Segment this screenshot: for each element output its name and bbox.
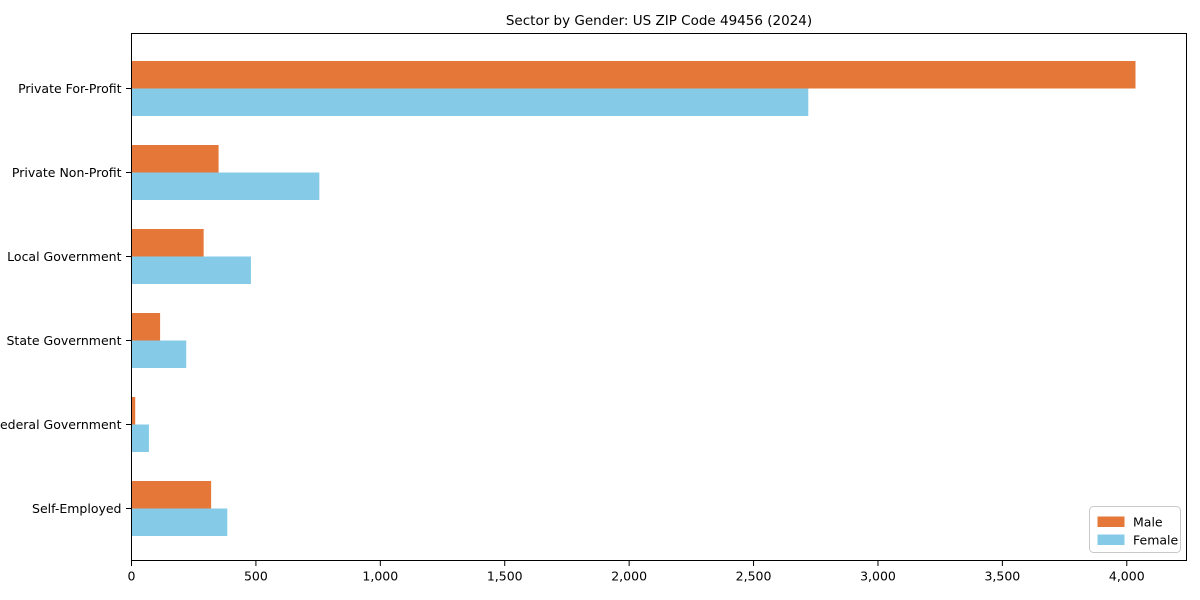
legend-swatch-male — [1097, 516, 1125, 527]
bar-male-federal-government — [131, 397, 136, 425]
bar-female-federal-government — [131, 424, 149, 452]
bar-female-private-for-profit — [131, 88, 809, 116]
x-tick-label: 1,500 — [487, 569, 523, 584]
legend-label-male: Male — [1133, 515, 1163, 530]
bar-male-local-government — [131, 229, 204, 257]
plot-frame — [131, 33, 1187, 561]
y-tick-label-local-government: Local Government — [7, 249, 121, 264]
bar-male-self-employed — [131, 481, 212, 509]
y-tick-label-state-government: State Government — [6, 333, 121, 348]
y-tick-label-private-non-profit: Private Non-Profit — [12, 165, 122, 180]
bar-female-local-government — [131, 256, 251, 284]
y-axis: Private For-Profit Private Non-Profit Loca… — [0, 81, 132, 516]
x-tick-label: 0 — [128, 569, 136, 584]
legend-label-female: Female — [1133, 533, 1179, 548]
bar-female-private-non-profit — [131, 172, 320, 200]
legend: Male Female — [1089, 506, 1181, 553]
x-tick-label: 3,500 — [984, 569, 1020, 584]
bars-group — [131, 61, 1136, 536]
y-tick-label-federal-government: Federal Government — [0, 417, 122, 432]
legend-swatch-female — [1097, 534, 1125, 545]
x-axis: 0 500 1,000 1,500 2,000 2,500 3,000 3,500 4,000 — [128, 560, 1145, 584]
x-tick-label: 500 — [244, 569, 268, 584]
x-tick-label: 1,000 — [362, 569, 398, 584]
bar-male-state-government — [131, 313, 161, 341]
bar-female-state-government — [131, 340, 187, 368]
bar-male-private-non-profit — [131, 145, 219, 173]
x-tick-label: 2,500 — [736, 569, 772, 584]
bar-male-private-for-profit — [131, 61, 1136, 89]
x-tick-label: 4,000 — [1109, 569, 1145, 584]
bar-female-self-employed — [131, 508, 228, 536]
plot-border — [131, 33, 1187, 561]
x-tick-label: 2,000 — [611, 569, 647, 584]
chart-title: Sector by Gender: US ZIP Code 49456 (202… — [506, 13, 812, 29]
x-tick-label: 3,000 — [860, 569, 896, 584]
y-tick-label-self-employed: Self-Employed — [32, 501, 121, 516]
y-tick-label-private-for-profit: Private For-Profit — [18, 81, 121, 96]
